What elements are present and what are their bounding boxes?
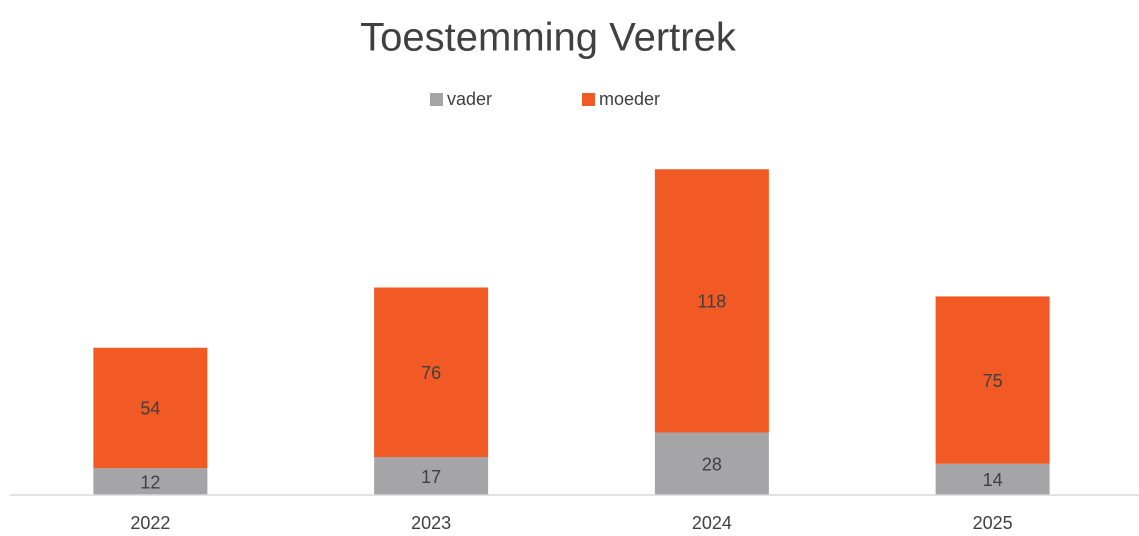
data-label: 14 xyxy=(983,470,1003,490)
data-label: 75 xyxy=(983,371,1003,391)
bar-segment xyxy=(935,296,1050,464)
legend-label: moeder xyxy=(599,89,660,109)
chart-title: Toestemming Vertrek xyxy=(360,16,737,60)
data-label: 118 xyxy=(698,292,727,312)
x-tick-label: 2025 xyxy=(973,513,1013,533)
legend-swatch xyxy=(430,93,443,106)
bar-segment xyxy=(374,457,489,495)
x-tick-label: 2024 xyxy=(692,513,732,533)
legend-swatch xyxy=(582,93,595,106)
data-label: 17 xyxy=(421,467,441,487)
data-label: 76 xyxy=(421,363,441,383)
x-tick-label: 2022 xyxy=(130,513,170,533)
bar-segment xyxy=(654,169,769,433)
data-label: 12 xyxy=(140,472,160,492)
bar-segment xyxy=(654,432,769,495)
data-label: 28 xyxy=(702,455,722,475)
x-tick-label: 2023 xyxy=(411,513,451,533)
bar-segment xyxy=(935,463,1050,495)
bar-segment xyxy=(93,468,208,495)
legend-label: vader xyxy=(447,89,492,109)
bar-segment xyxy=(374,287,489,458)
data-label: 54 xyxy=(140,399,160,419)
bar-segment xyxy=(93,347,208,469)
